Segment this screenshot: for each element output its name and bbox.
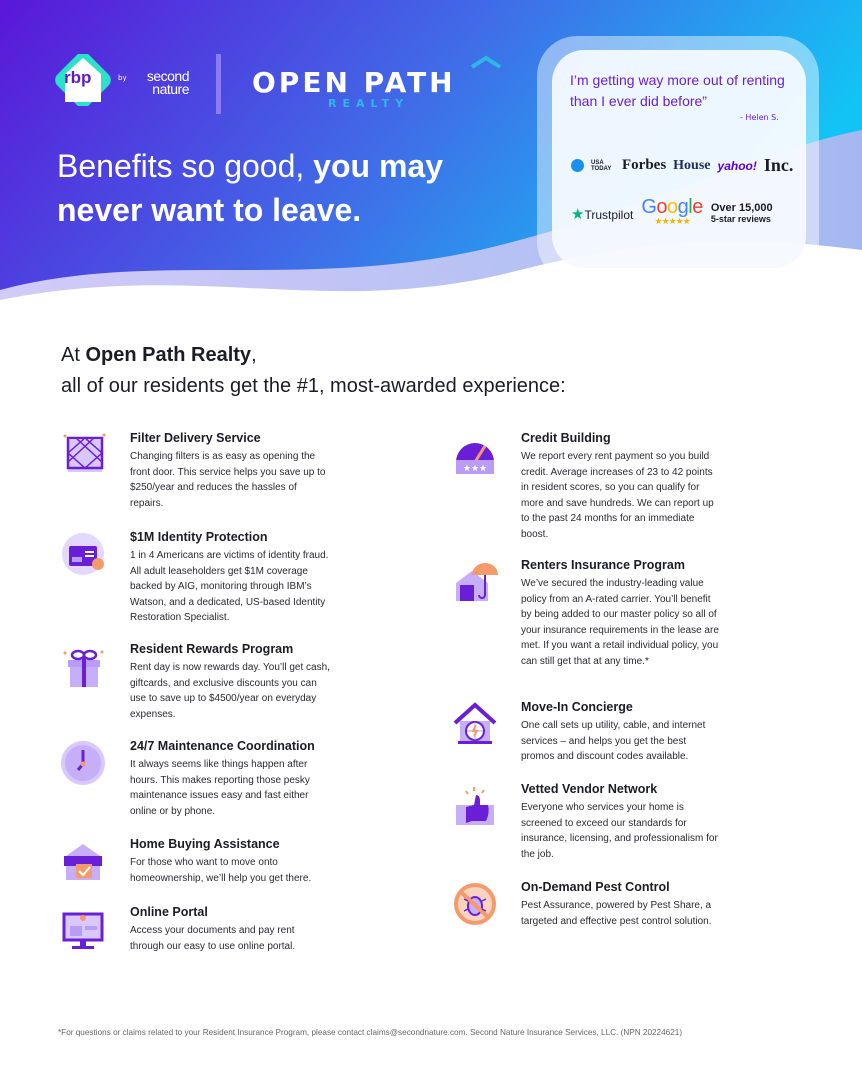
benefit-title: Vetted Vendor Network xyxy=(521,782,658,796)
umbrella-house-icon xyxy=(452,559,498,605)
this-old-house-logo: House xyxy=(673,157,711,173)
inc-logo: Inc. xyxy=(763,155,794,175)
benefit-title: $1M Identity Protection xyxy=(130,530,268,544)
hero-banner: rbp by second nature OPEN PATH REALTY Be… xyxy=(0,0,862,320)
trustpilot-text: Trustpilot xyxy=(584,208,634,222)
testimonial-author: - Helen S. xyxy=(740,113,779,122)
forbes-logo: Forbes xyxy=(622,157,667,173)
benefit-title: 24/7 Maintenance Coordination xyxy=(130,739,315,753)
benefit-item: Online Portal Access your documents and p… xyxy=(130,905,330,954)
roof-icon xyxy=(470,55,502,69)
benefit-title: Home Buying Assistance xyxy=(130,837,280,851)
rbp-logo xyxy=(55,54,111,106)
intro-heading: At Open Path Realty, all of our residents… xyxy=(61,340,566,402)
review-count: Over 15,000 5-star reviews xyxy=(711,203,773,225)
usa-today-icon xyxy=(571,159,584,172)
usa-today-logo: USA TODAY xyxy=(591,159,612,172)
benefit-description: Everyone who services your home is scree… xyxy=(521,802,718,860)
review-count-line2: 5-star reviews xyxy=(710,214,771,224)
benefit-description: One call sets up utility, cable, and int… xyxy=(521,720,706,762)
testimonial-quote: I’m getting way more out of renting than… xyxy=(570,72,785,109)
google-stars-icon: ★★★★★ xyxy=(654,216,690,226)
benefit-description: For those who want to move onto homeowne… xyxy=(130,857,312,884)
thumbs-up-icon xyxy=(452,783,498,829)
benefit-item: 24/7 Maintenance Coordination It always s… xyxy=(130,739,330,819)
intro-company: Open Path Realty xyxy=(85,344,252,366)
benefit-title: Filter Delivery Service xyxy=(130,431,261,445)
clock-icon xyxy=(60,740,106,786)
yahoo-logo: yahoo! xyxy=(717,158,757,173)
trustpilot-logo: ★Trustpilot xyxy=(571,205,633,223)
page-headline: Benefits so good, you may never want to … xyxy=(57,144,537,232)
benefit-title: Online Portal xyxy=(130,905,208,919)
headline-bold: you may never want to leave. xyxy=(57,148,443,228)
svg-text:★★★: ★★★ xyxy=(463,464,487,474)
trustpilot-star-icon: ★ xyxy=(571,206,585,223)
benefit-title: Renters Insurance Program xyxy=(521,558,685,572)
no-bugs-icon xyxy=(452,881,498,927)
benefit-title: On-Demand Pest Control xyxy=(521,880,670,894)
gift-icon xyxy=(60,643,106,689)
benefit-item: Resident Rewards Program Rent day is now … xyxy=(130,642,330,722)
open-path-logo: OPEN PATH xyxy=(252,66,456,99)
benefit-title: Credit Building xyxy=(521,431,611,445)
benefit-item: On-Demand Pest Control Pest Assurance, po… xyxy=(521,880,721,929)
intro-suffix: , xyxy=(251,344,257,366)
benefit-description: We report every rent payment so you buil… xyxy=(521,451,714,540)
rbp-logo-text: rbp xyxy=(64,68,92,87)
benefit-description: Access your documents and pay rent throu… xyxy=(130,925,296,952)
benefit-description: It always seems like things happen after… xyxy=(130,759,310,817)
credit-gauge-icon: ★★★ xyxy=(452,432,498,478)
benefit-description: Pest Assurance, powered by Pest Share, a… xyxy=(521,900,712,927)
headline-light: Benefits so good, xyxy=(57,148,314,184)
benefit-item: Vetted Vendor Network Everyone who servic… xyxy=(521,782,721,862)
home-utilities-icon xyxy=(452,701,498,747)
review-logos: ★Trustpilot Google ★★★★★ Over 15,000 5-sta… xyxy=(571,196,773,228)
air-filter-icon xyxy=(60,432,106,478)
benefit-title: Move-In Concierge xyxy=(521,700,633,714)
benefit-item: Filter Delivery Service Changing filters … xyxy=(130,431,330,511)
benefit-item: Move-In Concierge One call sets up utilit… xyxy=(521,700,721,765)
footer-disclaimer: *For questions or claims related to your… xyxy=(58,1028,683,1037)
monitor-icon xyxy=(60,906,106,952)
press-logos: USA TODAY Forbes House yahoo! Inc. xyxy=(571,155,793,176)
second-nature-logo: second nature xyxy=(146,68,190,97)
benefit-item: Credit Building We report every rent paym… xyxy=(521,431,721,542)
realty-logo: REALTY xyxy=(328,97,410,110)
benefit-item: $1M Identity Protection 1 in 4 Americans … xyxy=(130,530,330,626)
testimonial-card xyxy=(552,50,806,268)
logo-divider xyxy=(216,54,221,114)
benefit-description: We’ve secured the industry-leading value… xyxy=(521,578,719,667)
benefit-item: Home Buying Assistance For those who want… xyxy=(130,837,330,886)
benefit-description: Changing filters is as easy as opening t… xyxy=(130,451,326,509)
google-text: Google xyxy=(641,196,703,218)
benefit-description: 1 in 4 Americans are victims of identity… xyxy=(130,550,329,623)
review-count-line1: Over 15,000 xyxy=(710,202,773,214)
intro-line2: all of our residents get the #1, most-aw… xyxy=(61,375,566,397)
benefit-title: Resident Rewards Program xyxy=(130,642,294,656)
benefit-item: Renters Insurance Program We’ve secured t… xyxy=(521,558,721,669)
id-badge-icon xyxy=(60,531,106,577)
google-logo: Google ★★★★★ xyxy=(641,196,703,228)
by-text: by xyxy=(118,74,127,82)
house-sign-icon xyxy=(60,838,106,884)
intro-prefix: At xyxy=(61,344,86,366)
benefit-description: Rent day is now rewards day. You’ll get … xyxy=(130,662,330,720)
